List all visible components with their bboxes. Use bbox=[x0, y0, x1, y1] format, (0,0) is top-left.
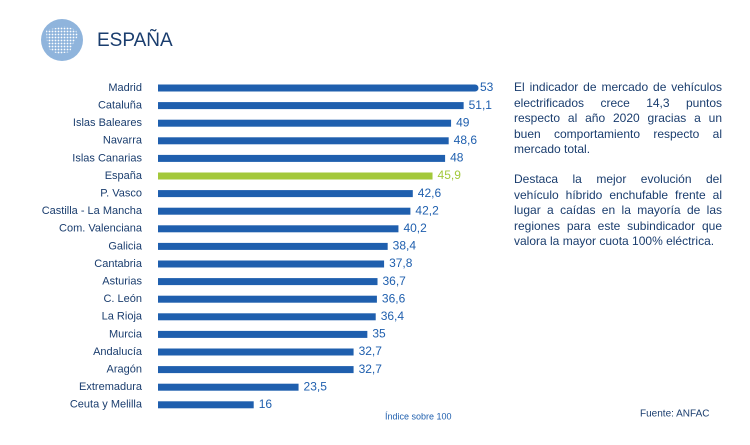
value-label: 40,2 bbox=[403, 221, 427, 235]
category-label: Islas Canarias bbox=[72, 152, 142, 164]
paragraph: El indicador de mercado de vehículos ele… bbox=[514, 80, 722, 156]
value-label: 48,6 bbox=[454, 133, 478, 147]
value-label: 16 bbox=[259, 397, 273, 411]
category-label: Navarra bbox=[103, 135, 143, 147]
value-label: 38,4 bbox=[393, 239, 417, 253]
value-label: 23,5 bbox=[304, 379, 328, 393]
source: Fuente: ANFAC bbox=[640, 409, 709, 420]
bar bbox=[158, 348, 354, 356]
value-label: 32,7 bbox=[359, 362, 383, 376]
category-label: Com. Valenciana bbox=[59, 223, 143, 235]
category-label: Aragón bbox=[107, 364, 142, 376]
paragraph: Destaca la mejor evolución del vehículo … bbox=[514, 172, 722, 248]
bar bbox=[158, 190, 413, 198]
bar bbox=[158, 260, 385, 268]
value-label: 42,6 bbox=[418, 186, 442, 200]
bar bbox=[158, 330, 368, 338]
category-label: Castilla - La Mancha bbox=[42, 205, 143, 217]
category-label: Madrid bbox=[108, 82, 142, 94]
bar bbox=[158, 154, 446, 162]
bar bbox=[158, 225, 399, 233]
category-label: Cataluña bbox=[98, 100, 143, 112]
value-label: 35 bbox=[372, 327, 386, 341]
value-label: 36,7 bbox=[383, 274, 407, 288]
value-label: 32,7 bbox=[359, 344, 383, 358]
map-shape bbox=[46, 26, 78, 54]
bar bbox=[158, 313, 376, 321]
category-label: Extremadura bbox=[79, 381, 143, 393]
bar bbox=[158, 366, 354, 374]
category-label: Andalucía bbox=[93, 346, 143, 358]
bar bbox=[158, 278, 378, 286]
bar bbox=[158, 137, 449, 145]
bar bbox=[158, 242, 388, 250]
category-label: La Rioja bbox=[102, 311, 143, 323]
bar bbox=[158, 172, 433, 180]
bar bbox=[158, 295, 377, 303]
category-label: P. Vasco bbox=[100, 188, 142, 200]
value-label: 42,2 bbox=[415, 203, 439, 217]
category-label: Murcia bbox=[109, 328, 143, 340]
category-label: Cantabria bbox=[94, 258, 143, 270]
bar bbox=[158, 207, 411, 215]
value-label: 49 bbox=[456, 115, 470, 129]
bar bbox=[158, 383, 299, 391]
value-label: 45,9 bbox=[438, 168, 462, 182]
bar bbox=[158, 102, 464, 110]
category-label: C. León bbox=[103, 293, 142, 305]
bar bbox=[158, 119, 452, 127]
header-title: ESPAÑA bbox=[97, 29, 173, 51]
value-label: 53 bbox=[480, 80, 494, 94]
category-label: Asturias bbox=[102, 276, 142, 288]
category-label: Galicia bbox=[108, 240, 143, 252]
value-label: 37,8 bbox=[389, 256, 413, 270]
value-label: 36,4 bbox=[381, 309, 405, 323]
category-label: España bbox=[105, 170, 143, 182]
note: Índice sobre 100 bbox=[385, 411, 452, 421]
bar bbox=[158, 84, 475, 92]
bar-end-dot bbox=[471, 84, 479, 92]
value-label: 36,6 bbox=[382, 291, 406, 305]
bar bbox=[158, 401, 254, 409]
value-label: 51,1 bbox=[469, 98, 493, 112]
category-label: Ceuta y Melilla bbox=[70, 399, 143, 411]
category-label: Islas Baleares bbox=[73, 117, 143, 129]
value-label: 48 bbox=[450, 151, 464, 165]
